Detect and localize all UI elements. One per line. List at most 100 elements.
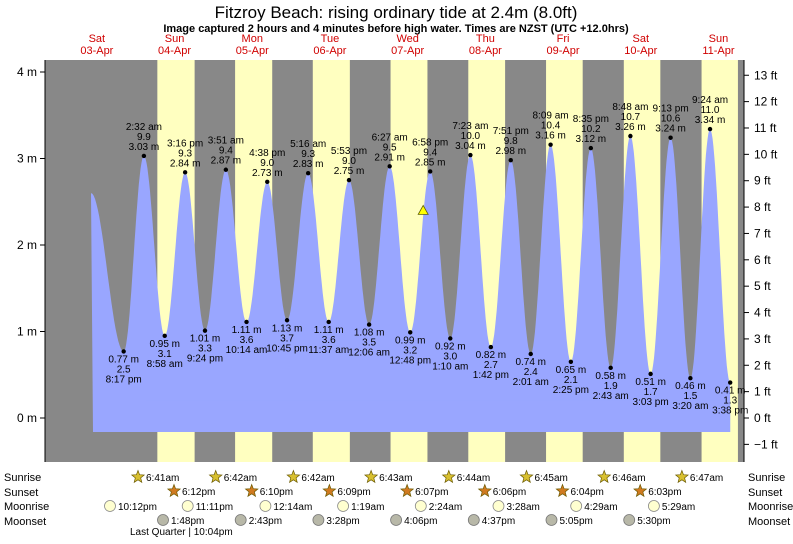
tide-label: 3.6	[322, 335, 336, 346]
tide-label: 5:53 pm	[331, 146, 367, 157]
tide-label: 3.34 m	[695, 115, 726, 126]
sun-moon-events: Sunrise Sunrise Sunset Sunset Moonrise Moonri…	[4, 469, 793, 538]
tide-label: 9.3	[301, 149, 315, 160]
tide-label: 2.84 m	[170, 158, 201, 169]
right-tick-label: 2 ft	[754, 358, 771, 372]
tide-label: 1.3	[723, 396, 737, 407]
sunrise-icon	[597, 469, 612, 484]
tide-label: 1.7	[644, 387, 658, 398]
tide-point	[202, 328, 208, 333]
tide-label: 10:45 pm	[266, 343, 308, 354]
tide-label: 9.3	[178, 148, 192, 159]
axes-group: 0 m 1 m 2 m 3 m 4 m −1 ft 0 ft 1 ft 2 ft 3 ft 4 ft…	[17, 60, 778, 462]
sunrise-time: 6:42am	[301, 473, 334, 484]
tide-label: 1.13 m	[272, 323, 303, 334]
left-tick-label: 3 m	[17, 152, 37, 166]
day-date: 08-Apr	[469, 45, 502, 57]
sunrise-time: 6:44am	[457, 473, 490, 484]
sunrise-icon	[363, 469, 379, 484]
tide-label: 2.87 m	[211, 156, 242, 167]
tide-point	[141, 153, 147, 159]
tide-label: 3.26 m	[615, 122, 646, 133]
tide-label: 9:13 pm	[653, 104, 689, 115]
left-tick-label: 2 m	[17, 238, 37, 252]
tide-label: 8:17 pm	[106, 374, 142, 385]
right-tick-label: 4 ft	[754, 306, 771, 320]
moonrise-icon	[104, 500, 116, 512]
tide-label: 0.74 m	[515, 357, 546, 368]
tide-point	[121, 349, 126, 354]
tide-label: 3.16 m	[535, 131, 566, 142]
moonrise-time: 3:28am	[507, 502, 540, 513]
tide-label: 10.0	[461, 131, 481, 142]
tide-label: 0.92 m	[435, 341, 466, 352]
day-date: 09-Apr	[547, 45, 580, 57]
tide-point	[305, 171, 311, 176]
sunset-time: 6:09pm	[337, 487, 370, 498]
day-name: Sun	[165, 33, 185, 45]
row-label-left: Sunrise	[4, 472, 41, 484]
sunrise-time: 6:45am	[535, 473, 568, 484]
tide-point	[608, 365, 613, 371]
chart-title: Fitzroy Beach: rising ordinary tide at 2…	[215, 3, 578, 22]
tide-label: 3.12 m	[576, 134, 607, 145]
left-tick-label: 1 m	[17, 325, 37, 339]
tide-label: 10:14 am	[226, 345, 268, 356]
sunset-icon	[555, 483, 570, 498]
sunset-time: 6:04pm	[571, 487, 604, 498]
tide-label: 2.75 m	[334, 166, 365, 177]
moonrise-icon	[648, 500, 660, 512]
tide-label: 8:09 am	[533, 111, 569, 122]
tide-label: 10.6	[661, 114, 681, 125]
sunrise-time: 6:43am	[379, 473, 412, 484]
moonset-icon	[390, 514, 403, 526]
tide-point	[707, 126, 713, 132]
moon-phase: Last Quarter | 10:04pm	[130, 527, 233, 538]
moonrise-icon	[181, 500, 194, 512]
tide-label: 2.7	[484, 360, 498, 371]
sunset-icon	[477, 483, 492, 498]
tide-label: 2.5	[117, 364, 131, 375]
tide-label: 2:01 am	[513, 377, 549, 388]
tide-point	[366, 322, 372, 327]
right-tick-label: 9 ft	[754, 174, 771, 188]
tide-label: 1.01 m	[190, 334, 221, 345]
tide-point	[387, 164, 392, 169]
tide-label: 2.83 m	[293, 159, 324, 170]
tide-label: 11:37 am	[308, 345, 349, 356]
moonrise-icon	[259, 500, 272, 512]
chart-subtitle: Image captured 2 hours and 4 minutes bef…	[163, 23, 629, 35]
tide-point	[588, 145, 594, 151]
tide-point	[548, 142, 553, 147]
tide-label: 8:35 pm	[573, 114, 609, 125]
right-tick-label: 7 ft	[754, 226, 771, 240]
day-name: Sun	[709, 33, 729, 45]
tide-label: 2:32 am	[126, 122, 162, 133]
tide-label: 3:20 am	[672, 401, 708, 412]
day-name: Sat	[89, 33, 106, 45]
sunset-icon	[399, 483, 415, 498]
moonset-time: 3:28pm	[326, 516, 359, 527]
tide-point	[265, 179, 270, 185]
tide-label: 9.4	[219, 146, 233, 157]
moonrise-time: 5:29am	[662, 502, 695, 513]
right-tick-label: 13 ft	[754, 68, 778, 82]
tide-label: 0.51 m	[635, 377, 666, 388]
moonset-icon	[234, 514, 247, 526]
sunset-icon	[322, 483, 337, 498]
tide-label: 2:43 am	[593, 391, 629, 402]
tide-label: 2.98 m	[495, 146, 526, 157]
tide-point	[488, 344, 494, 350]
tide-point	[568, 359, 574, 364]
day-name: Fri	[557, 33, 570, 45]
tide-label: 4:38 pm	[249, 148, 285, 159]
moonrise-icon	[570, 500, 583, 512]
tide-point	[468, 152, 473, 158]
tide-point	[508, 158, 513, 163]
tide-label: 12:48 pm	[389, 355, 431, 366]
sunrise-time: 6:47am	[690, 473, 723, 484]
day-date: 05-Apr	[236, 45, 269, 57]
tide-label: 9.4	[423, 147, 437, 158]
tide-label: 0.65 m	[556, 365, 587, 376]
tide-label: 3:16 pm	[167, 138, 203, 149]
